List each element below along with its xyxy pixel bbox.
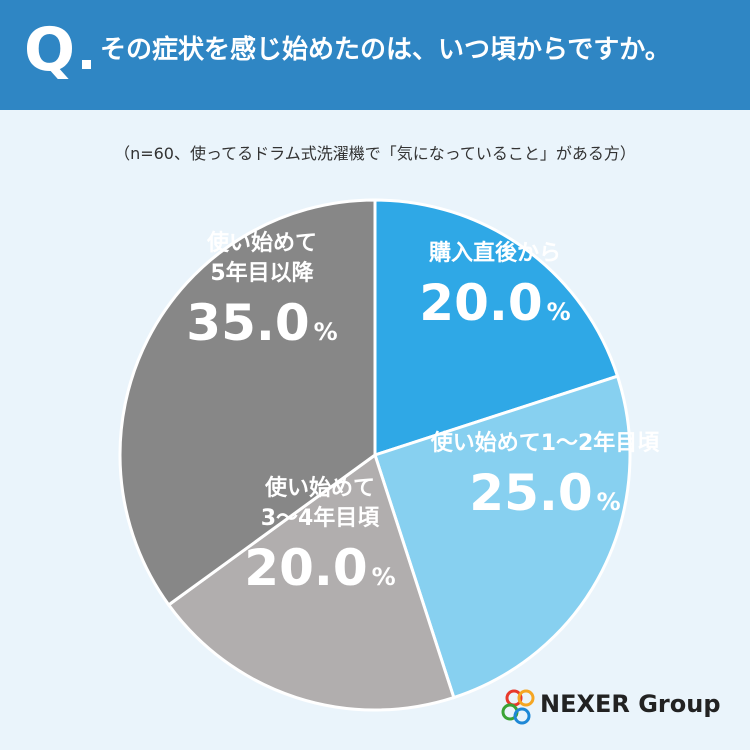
slice-label-group-3: 使い始めて 3〜4年目頃 20.0% xyxy=(244,475,395,597)
slice-value-3: 20.0% xyxy=(244,539,395,597)
slice-label-3-line-2: 3〜4年目頃 xyxy=(261,505,381,531)
slice-label-group-4: 使い始めて 5年目以降 35.0% xyxy=(186,230,337,352)
question-mark: Q xyxy=(24,15,76,85)
slice-label-4-line-1: 使い始めて xyxy=(206,230,317,256)
slice-label-1-line-1: 購入直後から xyxy=(429,240,561,266)
header-banner: Q その症状を感じ始めたのは、いつ頃からですか。 xyxy=(0,0,750,110)
slice-label-group-2: 使い始めて1〜2年目頃 25.0% xyxy=(430,430,661,522)
question-mark-dot xyxy=(82,60,91,69)
slice-label-4-line-2: 5年目以降 xyxy=(210,260,314,286)
nexer-logo: NEXER Group xyxy=(500,686,740,730)
logo-ring-2 xyxy=(517,689,535,707)
pie-slice-1 xyxy=(373,198,620,458)
slice-label-2-line-1: 使い始めて1〜2年目頃 xyxy=(430,430,661,456)
slice-label-3-line-1: 使い始めて xyxy=(264,475,375,501)
logo-text: NEXER Group xyxy=(540,690,721,718)
pie-slice-4 xyxy=(118,198,377,607)
logo-rings-icon xyxy=(501,689,535,725)
slice-value-2: 25.0% xyxy=(469,464,620,522)
question-text: その症状を感じ始めたのは、いつ頃からですか。 xyxy=(100,35,671,65)
logo-ring-4 xyxy=(513,707,531,725)
slice-value-1: 20.0% xyxy=(419,274,570,332)
pie-slice-3 xyxy=(166,452,456,712)
pie-slice-2 xyxy=(373,374,632,700)
slice-label-group-1: 購入直後から 20.0% xyxy=(419,240,570,332)
chart-subtitle: （n=60、使ってるドラム式洗濯機で「気になっていること」がある方） xyxy=(114,144,636,163)
slice-value-4: 35.0% xyxy=(186,294,337,352)
